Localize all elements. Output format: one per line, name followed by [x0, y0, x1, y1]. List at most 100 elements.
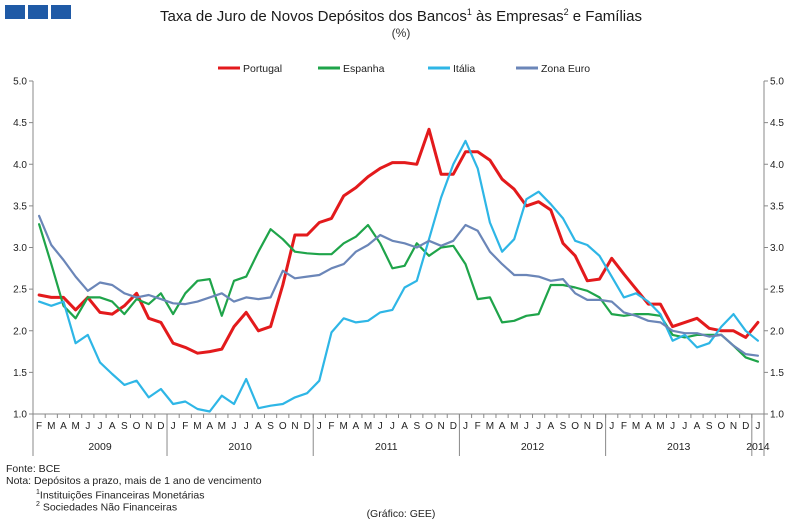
logo-block-1: [5, 5, 25, 19]
y-tick-label-right: 3.5: [770, 201, 784, 212]
x-tick-label: M: [364, 421, 372, 432]
year-label: 2011: [375, 441, 398, 453]
x-tick-label: A: [60, 421, 67, 432]
title-mid: às Empresas: [471, 8, 564, 25]
y-tick-label-left: 3.5: [13, 201, 27, 212]
x-tick-label: D: [157, 421, 164, 432]
x-tick-label: N: [438, 421, 445, 432]
x-tick-label: O: [717, 421, 725, 432]
gee-logo: [5, 5, 71, 19]
x-tick-label: M: [193, 421, 201, 432]
x-tick-label: J: [463, 421, 468, 432]
x-tick-label: D: [596, 421, 603, 432]
x-tick-label: S: [413, 421, 420, 432]
x-tick-label: F: [328, 421, 334, 432]
x-tick-label: D: [450, 421, 457, 432]
y-tick-label-right: 1.0: [770, 410, 784, 421]
x-tick-label: J: [755, 421, 760, 432]
y-tick-label-right: 2.5: [770, 285, 784, 296]
title-end: e Famílias: [568, 8, 642, 25]
x-tick-label: O: [133, 421, 141, 432]
x-tick-label: S: [560, 421, 567, 432]
y-tick-label-left: 2.5: [13, 285, 27, 296]
x-tick-label: A: [109, 421, 116, 432]
y-tick-label-left: 2.0: [13, 326, 27, 337]
x-tick-label: M: [71, 421, 79, 432]
y-tick-label-left: 4.5: [13, 118, 27, 129]
chart-subtitle: (%): [391, 26, 411, 40]
x-tick-label: J: [244, 421, 249, 432]
x-tick-label: J: [232, 421, 237, 432]
x-tick-label: J: [609, 421, 614, 432]
series-line-portugal: [37, 127, 760, 355]
legend-label: Itália: [453, 63, 475, 75]
year-label: 2013: [667, 441, 691, 453]
x-tick-label: N: [291, 421, 298, 432]
x-tick-label: J: [670, 421, 675, 432]
y-tick-label-left: 1.0: [13, 410, 27, 421]
x-tick-label: J: [378, 421, 383, 432]
footer-source: Fonte: BCE: [6, 463, 61, 475]
x-tick-label: D: [304, 421, 311, 432]
chart-title: Taxa de Juro de Novos Depósitos dos Banc…: [0, 7, 802, 25]
y-tick-label-left: 5.0: [13, 77, 27, 88]
y-tick-label-right: 1.5: [770, 368, 784, 379]
x-tick-label: N: [730, 421, 737, 432]
series-line-itália: [37, 139, 760, 413]
x-tick-label: A: [645, 421, 652, 432]
chart-credit: (Gráfico: GEE): [366, 508, 436, 520]
x-tick-label: A: [499, 421, 506, 432]
series-line-zona-euro: [37, 214, 760, 357]
year-label: 2010: [228, 441, 252, 453]
y-tick-label-right: 5.0: [770, 77, 784, 88]
x-tick-label: M: [632, 421, 640, 432]
title-main: Taxa de Juro de Novos Depósitos dos Banc…: [160, 8, 467, 25]
x-tick-label: F: [621, 421, 627, 432]
footer-note-2-number: 2: [36, 501, 40, 508]
x-tick-label: A: [547, 421, 554, 432]
y-tick-label-left: 4.0: [13, 160, 27, 171]
x-tick-label: J: [682, 421, 687, 432]
x-tick-label: J: [85, 421, 90, 432]
year-label: 2014: [746, 441, 770, 453]
x-tick-label: J: [524, 421, 529, 432]
x-tick-label: S: [121, 421, 128, 432]
title-footnote-1: 1: [466, 7, 472, 17]
x-tick-label: O: [425, 421, 433, 432]
year-label: 2009: [88, 441, 112, 453]
x-tick-label: M: [340, 421, 348, 432]
x-tick-label: M: [656, 421, 664, 432]
y-tick-label-left: 3.0: [13, 243, 27, 254]
y-tick-label-right: 3.0: [770, 243, 784, 254]
x-tick-label: A: [255, 421, 262, 432]
footer-note-1-number: 1: [36, 489, 40, 496]
x-tick-label: F: [182, 421, 188, 432]
x-tick-label: O: [279, 421, 287, 432]
footer-note-2-text: Sociedades Não Financeiras: [42, 501, 178, 514]
x-tick-label: J: [536, 421, 541, 432]
y-tick-label-right: 4.5: [770, 118, 784, 129]
y-tick-label-right: 2.0: [770, 326, 784, 337]
year-label: 2012: [521, 441, 545, 453]
y-tick-label-right: 4.0: [770, 160, 784, 171]
x-tick-label: M: [486, 421, 494, 432]
footer-note-1: 1Instituições Financeiras Monetárias: [36, 487, 204, 502]
x-tick-label: J: [171, 421, 176, 432]
footer-note-2: 2 Sociedades Não Financeiras: [36, 499, 177, 514]
line-chart: 1.0 1.0 1.5 1.5 2.0 2.0 2.5 2.5 3.0 3.0 3.5 3.5 4.0 4…: [13, 63, 784, 456]
x-tick-label: A: [353, 421, 360, 432]
logo-block-2: [28, 5, 48, 19]
title-footnote-2: 2: [563, 7, 569, 17]
x-tick-label: S: [706, 421, 713, 432]
y-tick-label-left: 1.5: [13, 368, 27, 379]
series-line-espanha: [37, 223, 760, 363]
footer-note: Nota: Depósitos a prazo, mais de 1 ano d…: [6, 475, 262, 487]
logo-block-3: [51, 5, 71, 19]
x-tick-label: A: [206, 421, 213, 432]
legend-label: Zona Euro: [541, 63, 590, 75]
x-tick-label: S: [267, 421, 274, 432]
x-tick-label: M: [218, 421, 226, 432]
x-tick-label: M: [510, 421, 518, 432]
x-tick-label: O: [571, 421, 579, 432]
x-tick-label: F: [36, 421, 42, 432]
